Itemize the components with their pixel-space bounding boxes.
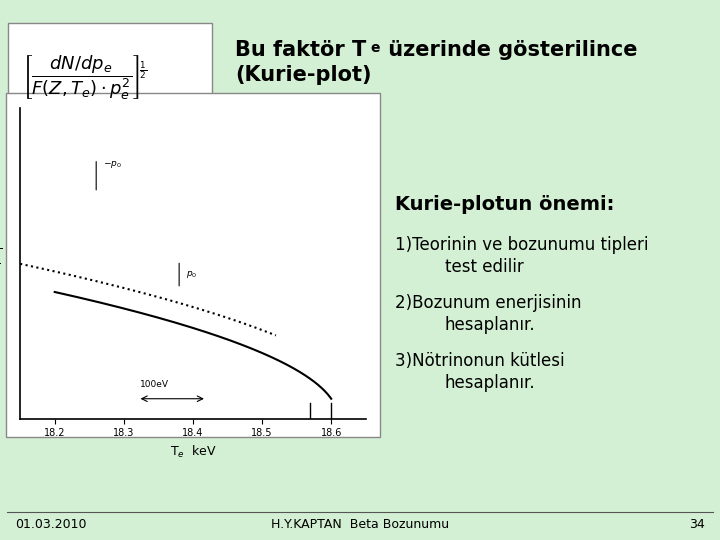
Text: $p_0$: $p_0$ [186,269,197,280]
FancyBboxPatch shape [8,23,212,182]
Text: H.Y.KAPTAN  Beta Bozunumu: H.Y.KAPTAN Beta Bozunumu [271,518,449,531]
Text: 1)Teorinin ve bozunumu tipleri: 1)Teorinin ve bozunumu tipleri [395,236,649,254]
Text: Kurie-plotun önemi:: Kurie-plotun önemi: [395,195,614,214]
Text: Bu faktör T: Bu faktör T [235,40,366,60]
Text: test edilir: test edilir [445,258,523,276]
Text: e: e [370,41,379,55]
Text: 2)Bozunum enerjisinin: 2)Bozunum enerjisinin [395,294,582,312]
Text: 34: 34 [689,518,705,531]
Text: hesaplanır.: hesaplanır. [445,374,536,392]
Y-axis label: $\sqrt{\dfrac{w(p)}{p^2\,F}}$: $\sqrt{\dfrac{w(p)}{p^2\,F}}$ [0,247,3,280]
X-axis label: T$_e$  keV: T$_e$ keV [169,444,217,460]
Text: 3)Nötrinonun kütlesi: 3)Nötrinonun kütlesi [395,352,564,370]
Text: 100eV: 100eV [140,381,169,389]
FancyBboxPatch shape [6,93,380,437]
Text: 01.03.2010: 01.03.2010 [15,518,86,531]
Text: üzerinde gösterilince: üzerinde gösterilince [381,40,637,60]
Text: (Kurie-plot): (Kurie-plot) [235,65,372,85]
Text: hesaplanır.: hesaplanır. [445,316,536,334]
Text: $-p_0$: $-p_0$ [103,159,122,170]
Text: $\left[\dfrac{dN/dp_e}{F(Z,T_e)\cdot p_e^2}\right]^{\!\frac{1}{2}}$: $\left[\dfrac{dN/dp_e}{F(Z,T_e)\cdot p_e… [22,53,148,103]
